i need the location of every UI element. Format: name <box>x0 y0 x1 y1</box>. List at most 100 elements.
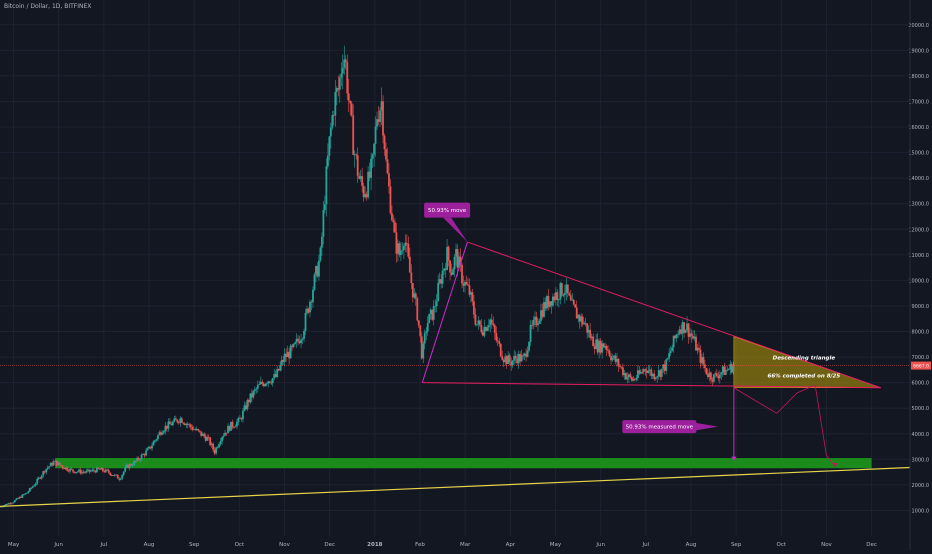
candle-body <box>495 332 498 341</box>
candle-body <box>470 292 472 295</box>
candle-body <box>382 101 384 136</box>
candle-body <box>115 474 118 476</box>
candle-body <box>70 468 73 470</box>
candle-body <box>452 269 454 275</box>
candle-body <box>586 323 589 333</box>
candle-body <box>642 369 645 372</box>
candle-body <box>186 423 189 425</box>
move-callout[interactable] <box>424 202 471 218</box>
candle-body <box>565 284 568 293</box>
candle-body <box>225 432 228 434</box>
candle-body <box>239 417 241 419</box>
time-axis[interactable]: May Jun Jul Aug Sep Oct Nov Dec 2018 Feb Mar Apr May… <box>8 542 877 548</box>
candle-body <box>210 443 213 446</box>
candle-body <box>139 459 141 461</box>
candle-body <box>176 419 179 423</box>
candle-body <box>663 364 666 371</box>
triangle-upper-line[interactable] <box>467 241 881 389</box>
y-tick-label: 2000.0 <box>912 483 930 489</box>
candle-body <box>310 301 313 303</box>
candle-body <box>152 441 155 446</box>
candle-body <box>321 236 323 248</box>
x-tick-label: May <box>550 542 562 548</box>
candle-body <box>379 110 381 123</box>
candle-body <box>16 498 19 500</box>
candle-body <box>192 429 195 431</box>
candle-body <box>556 292 559 301</box>
candle-body <box>730 364 733 373</box>
price-axis[interactable]: 1000.0 2000.0 3000.0 4000.0 5000.0 6000.0 7000… <box>908 0 931 550</box>
candle-body <box>12 502 15 504</box>
candle-body <box>163 430 165 433</box>
candle-body <box>295 338 298 343</box>
candle-body <box>158 432 161 436</box>
candle-body <box>303 330 305 339</box>
projected-path[interactable] <box>733 384 836 468</box>
candle-body <box>174 418 177 420</box>
drawings[interactable] <box>0 241 911 507</box>
candle-body <box>301 338 304 340</box>
candle-body <box>300 339 302 344</box>
support-zone[interactable] <box>55 458 872 469</box>
candle-body <box>593 346 596 349</box>
candle-body <box>422 343 425 359</box>
candle-body <box>458 256 460 268</box>
candle-body <box>18 496 21 499</box>
candle-body <box>228 425 231 431</box>
candle-body <box>155 439 158 441</box>
candle-body <box>368 171 371 178</box>
measured-move-text: 50.93% measured move <box>626 425 694 431</box>
candle-body <box>399 250 402 255</box>
x-tick-label: Sep <box>189 542 200 548</box>
candle-body <box>182 422 185 424</box>
candle-body <box>28 487 31 492</box>
candle-body <box>140 454 143 460</box>
candle-body <box>312 289 314 303</box>
zones <box>55 336 881 469</box>
measured-move-callout[interactable] <box>622 420 697 434</box>
candle-body <box>5 504 7 506</box>
triangle-lower-line[interactable] <box>422 382 881 389</box>
y-tick-label: 7000.0 <box>912 355 930 361</box>
x-tick-label: Dec <box>324 542 335 548</box>
candle-body <box>690 333 693 337</box>
candle-body <box>504 356 507 363</box>
triangle-height-line[interactable] <box>421 241 468 383</box>
candle-body <box>648 369 651 371</box>
candle-body <box>574 304 577 308</box>
candle-body <box>677 333 679 335</box>
candles <box>0 45 735 508</box>
y-tick-label: 5000.0 <box>912 406 930 412</box>
candle-body <box>489 319 492 326</box>
annotation-labels[interactable]: 50.93% move 50.93% measured move Descendin… <box>424 202 840 434</box>
candle-body <box>160 432 162 435</box>
candle-body <box>425 331 428 334</box>
candle-body <box>143 454 146 456</box>
x-tick-label: Sep <box>731 542 742 548</box>
candle-body <box>19 496 22 498</box>
candle-body <box>572 299 575 305</box>
candle-body <box>298 340 301 344</box>
candle-body <box>84 472 86 473</box>
candle-body <box>471 292 474 302</box>
x-tick-label: Mar <box>460 542 471 548</box>
candle-body <box>632 378 635 381</box>
candle-body <box>109 472 112 475</box>
candle-body <box>508 355 511 362</box>
candle-body <box>49 462 52 467</box>
candle-body <box>252 390 255 398</box>
candle-body <box>283 353 286 362</box>
candle-body <box>660 368 663 377</box>
candle-body <box>125 464 128 468</box>
long-term-trendline[interactable] <box>0 466 911 507</box>
candle-body <box>456 249 459 268</box>
candle-body <box>435 300 438 307</box>
candle-body <box>544 302 547 309</box>
candle-body <box>554 292 557 300</box>
candle-body <box>546 296 548 309</box>
candle-body <box>344 59 347 63</box>
candle-body <box>215 447 217 454</box>
candle-body <box>24 493 27 495</box>
